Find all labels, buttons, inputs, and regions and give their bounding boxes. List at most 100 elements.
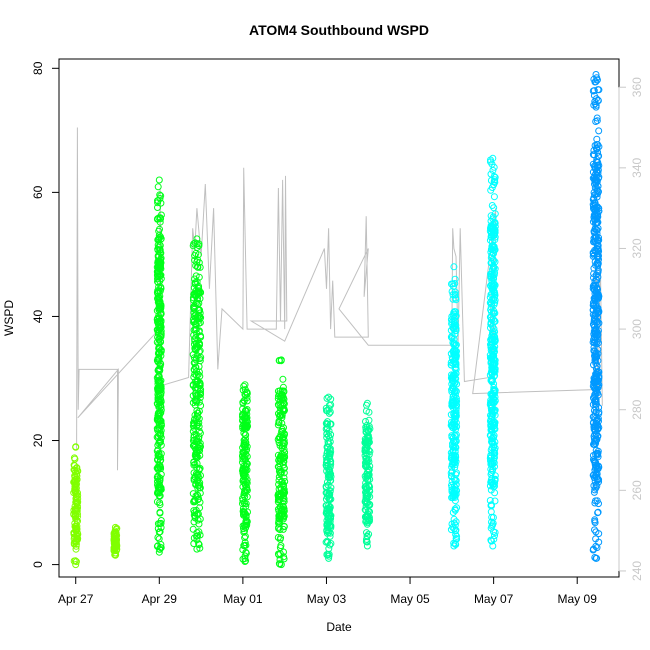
y-axis-right: 240 260 280 300 320 340 360 [618,77,644,581]
data-point [274,421,282,429]
data-point [276,433,284,441]
data-point [488,502,495,510]
data-point [278,507,286,514]
x-tick-label: May 05 [390,592,430,606]
data-point [364,427,372,435]
data-point [72,527,80,535]
data-point [196,464,204,472]
data-point [364,435,372,442]
data-point [154,278,161,286]
data-point [279,525,287,533]
data-point [450,519,458,527]
data-point [489,344,497,352]
data-point [490,407,498,415]
y-axis-title: WSPD [2,300,16,336]
data-point [593,114,601,122]
data-point [154,377,162,385]
data-point [195,368,203,376]
data-point [73,467,81,475]
data-point [451,416,459,423]
data-point [589,320,597,328]
data-point [591,477,599,485]
data-point [593,117,601,125]
data-point [364,499,371,507]
data-point [279,510,286,518]
data-point [491,223,499,231]
data-point [240,491,248,499]
data-point [323,526,331,534]
data-point [280,555,288,563]
data-point [592,385,600,393]
data-point [74,492,82,499]
data-point [243,486,251,494]
data-point [590,274,597,282]
data-point [241,455,249,463]
data-point [327,540,335,547]
data-point [323,407,330,415]
y-tick-label: 0 [31,561,45,568]
data-point [243,421,251,429]
data-point [275,496,283,504]
data-point [111,551,119,559]
data-point [155,227,163,235]
data-point [326,488,334,496]
data-point [592,411,599,419]
data-point [73,464,81,472]
data-point [241,534,249,542]
data-point [490,181,498,189]
data-point [195,415,203,423]
data-point [487,426,495,434]
data-point [363,542,371,550]
data-point [447,469,455,477]
data-point [156,287,164,295]
data-point [594,273,602,281]
data-point [491,532,498,540]
data-point [157,544,165,551]
data-point [73,476,81,484]
data-point [241,438,249,446]
data-point [156,337,164,345]
data-point [487,158,494,166]
data-point [323,457,331,465]
data-point [156,474,164,482]
data-point [589,249,597,257]
data-point [240,499,248,507]
data-point [195,465,203,473]
data-point [323,420,331,428]
data-point [70,511,78,519]
data-point [490,459,498,467]
data-point [447,449,455,457]
data-point [595,207,603,215]
data-point [195,528,203,536]
data-point [452,308,459,316]
data-point [280,405,288,413]
data-point [449,424,456,431]
data-point [490,301,498,309]
data-point [450,399,458,407]
data-point [452,365,460,373]
x-tick-label: May 09 [558,592,598,606]
data-point [451,484,459,492]
data-point [591,459,599,467]
data-point [327,431,335,439]
data-point [280,388,288,396]
data-point [196,347,204,355]
data-point [489,460,497,468]
data-point [486,354,494,362]
data-point [280,513,287,521]
data-point [363,399,371,407]
data-point [193,367,200,375]
y-tick-label: 60 [31,185,45,199]
data-point [593,135,601,143]
data-point [111,535,118,543]
data-point [327,522,335,530]
data-point [193,407,201,414]
data-point [73,502,81,510]
data-point [361,459,369,467]
data-point [154,432,162,440]
data-point [241,431,249,439]
data-point [590,194,598,202]
data-point [590,101,598,109]
data-point [595,293,602,301]
